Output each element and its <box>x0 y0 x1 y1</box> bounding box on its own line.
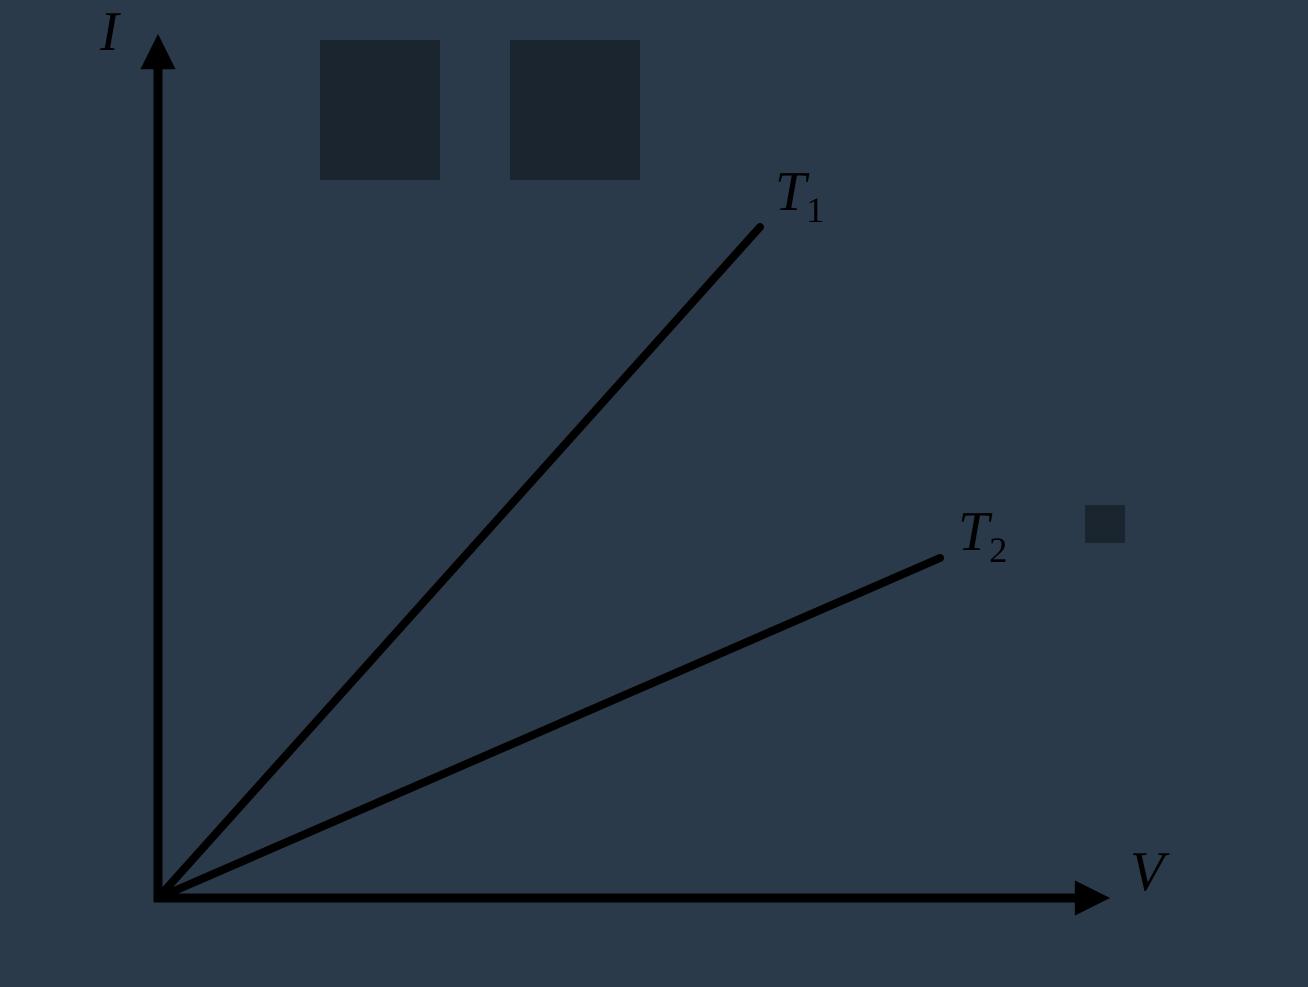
x-axis-label: V <box>1130 840 1164 904</box>
chart-svg <box>0 0 1308 982</box>
artifact-block <box>1085 505 1125 543</box>
artifact-block <box>510 40 640 180</box>
line-t1-label: T1 <box>775 160 824 231</box>
artifact-block <box>320 40 440 180</box>
line-t2-label: T2 <box>958 500 1007 571</box>
y-axis-label: I <box>100 0 119 64</box>
iv-chart: I V T1 T2 <box>0 0 1308 982</box>
